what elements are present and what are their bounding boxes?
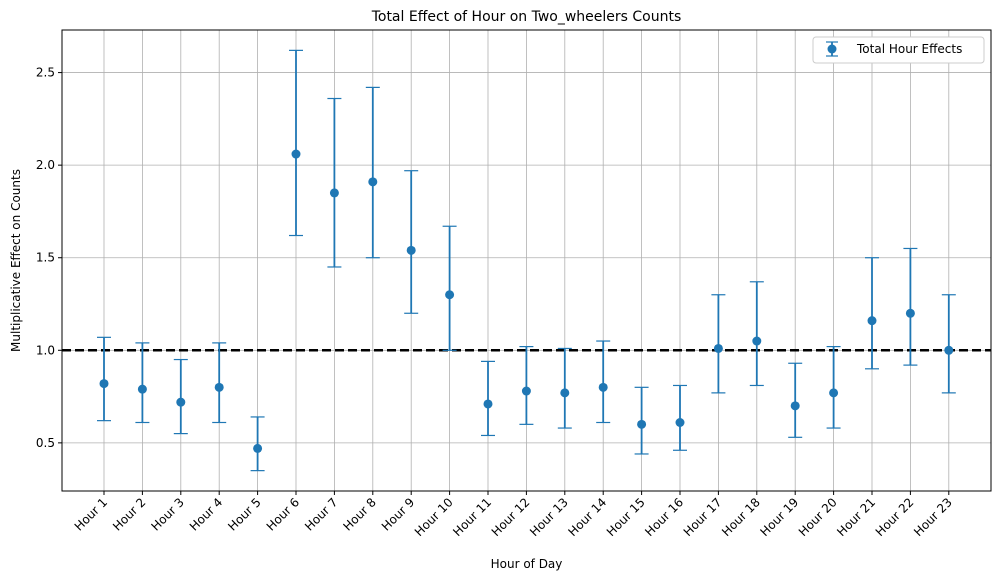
data-point (176, 397, 186, 407)
data-point (829, 388, 839, 398)
legend-point (827, 44, 837, 54)
y-tick-label: 1.0 (36, 343, 55, 357)
data-point (905, 308, 915, 318)
data-point-group (711, 294, 726, 394)
data-point (253, 443, 263, 453)
data-point-group (941, 294, 956, 394)
data-point (713, 343, 723, 353)
data-point (598, 382, 608, 392)
y-tick-label: 2.0 (36, 158, 55, 172)
data-point (214, 382, 224, 392)
data-point-group (212, 342, 227, 424)
data-point-group (404, 170, 419, 314)
data-point-group (135, 342, 150, 424)
data-point (291, 149, 301, 159)
data-point-group (519, 345, 534, 425)
data-point-group (442, 225, 457, 351)
data-point (368, 177, 378, 187)
x-axis-label: Hour of Day (491, 557, 563, 571)
legend-box (812, 36, 985, 64)
legend-marker (826, 41, 838, 57)
data-point-group (788, 362, 803, 438)
data-point (445, 290, 455, 300)
data-point-group (327, 97, 342, 268)
data-point (867, 316, 877, 326)
data-point (790, 401, 800, 411)
data-point-group (365, 86, 380, 259)
data-point-group (97, 336, 111, 422)
data-layer (97, 49, 956, 472)
data-point-group (250, 416, 265, 472)
data-point-group (557, 347, 572, 429)
data-point (637, 419, 647, 429)
data-point (521, 386, 531, 396)
data-point-group (749, 281, 764, 387)
legend: Total Hour Effects (812, 36, 985, 64)
data-point-group (826, 345, 841, 429)
data-point (560, 388, 570, 398)
data-point-group (634, 386, 649, 455)
chart-title: Total Effect of Hour on Two_wheelers Cou… (371, 9, 682, 25)
y-tick-label: 0.5 (36, 436, 55, 450)
data-point (99, 379, 109, 389)
y-axis-label: Multiplicative Effect on Counts (9, 169, 23, 352)
data-point-group (865, 257, 879, 370)
data-point-group (173, 358, 188, 435)
data-point-group (596, 340, 611, 424)
y-tick-label: 1.5 (36, 251, 55, 265)
data-point-group (673, 384, 687, 451)
y-tick-label: 2.5 (36, 66, 55, 80)
data-point (406, 245, 416, 255)
data-point (944, 345, 954, 355)
data-point-group (289, 49, 303, 237)
data-point (675, 417, 685, 427)
data-point (483, 399, 493, 409)
data-point-group (481, 360, 495, 437)
data-point (752, 336, 762, 346)
data-point (329, 188, 339, 198)
legend-series-label: Total Hour Effects (856, 42, 962, 56)
data-point-group (903, 247, 918, 366)
data-point (137, 384, 147, 394)
y-axis-ticks: 0.5 1.0 1.5 2.0 2.5 (36, 66, 62, 450)
